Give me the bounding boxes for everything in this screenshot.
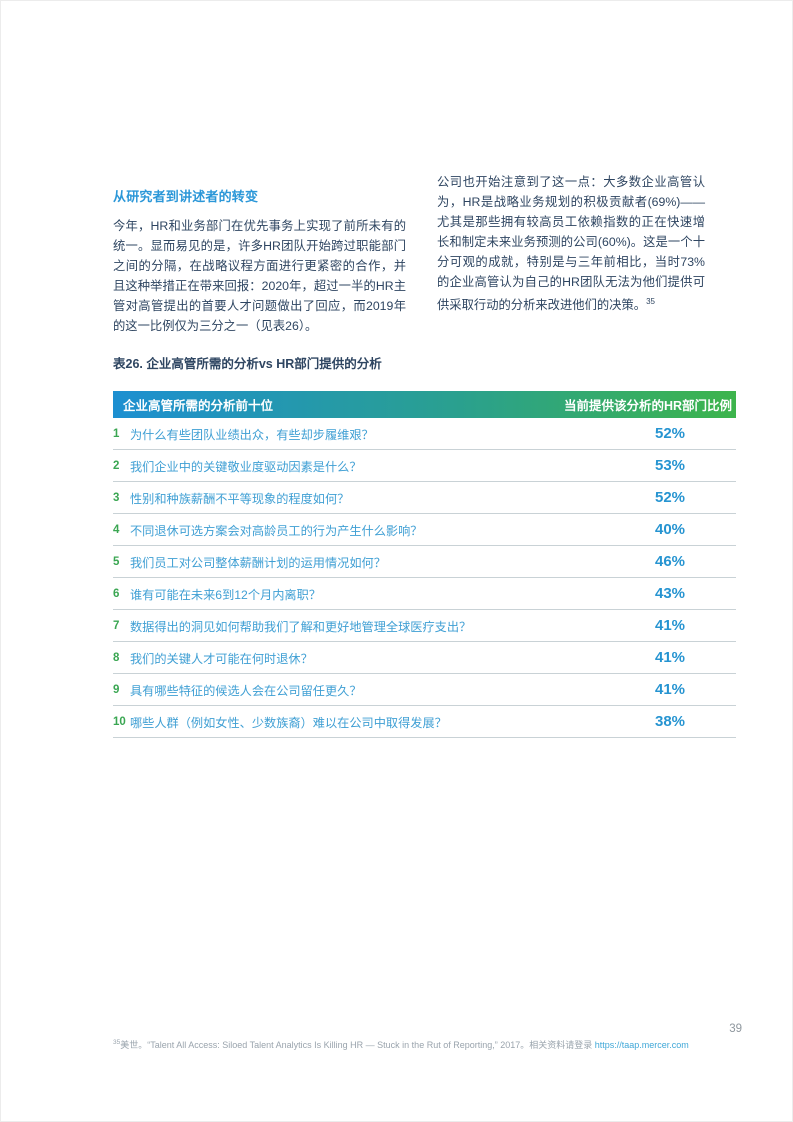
row-rank: 7 — [113, 619, 120, 632]
row-question: 我们的关键人才可能在何时退休？ — [130, 651, 313, 666]
row-percentage: 40% — [655, 521, 686, 538]
table-row: 5 我们员工对公司整体薪酬计划的运用情况如何？ 46% — [113, 546, 736, 578]
row-rank: 5 — [113, 555, 120, 568]
row-question: 性别和种族薪酬不平等现象的程度如何？ — [130, 491, 350, 506]
table-header-left: 企业高管所需的分析前十位 — [123, 399, 274, 413]
table-body: 1 为什么有些团队业绩出众，有些却步履维艰？ 52% 2 我们企业中的关键敬业度… — [113, 418, 736, 738]
table-row: 7 数据得出的洞见如何帮助我们了解和更好地管理全球医疗支出？ 41% — [113, 610, 736, 642]
table-row: 3 性别和种族薪酬不平等现象的程度如何？ 52% — [113, 482, 736, 514]
analytics-table: 企业高管所需的分析前十位 当前提供该分析的HR部门比例 1 为什么有些团队业绩出… — [113, 391, 736, 738]
row-percentage: 52% — [655, 425, 686, 442]
row-percentage: 52% — [655, 489, 686, 506]
row-question: 不同退休可选方案会对高龄员工的行为产生什么影响？ — [130, 523, 423, 538]
row-question: 具有哪些特征的候选人会在公司留任更久？ — [130, 683, 362, 698]
row-rank: 4 — [113, 523, 120, 536]
table-row: 4 不同退休可选方案会对高龄员工的行为产生什么影响？ 40% — [113, 514, 736, 546]
table-row: 9 具有哪些特征的候选人会在公司留任更久？ 41% — [113, 674, 736, 706]
footnote: 35美世。“Talent All Access: Siloed Talent A… — [113, 1037, 693, 1051]
row-percentage: 38% — [655, 713, 686, 730]
row-rank: 6 — [113, 587, 120, 600]
footnote-reference: 35 — [646, 297, 655, 306]
row-question: 哪些人群（例如女性、少数族裔）难以在公司中取得发展？ — [130, 715, 447, 730]
right-paragraph-text: 公司也开始注意到了这一点：大多数企业高管认为，HR是战略业务规划的积极贡献者(6… — [437, 175, 705, 313]
table-row: 2 我们企业中的关键敬业度驱动因素是什么？ 53% — [113, 450, 736, 482]
left-column: 从研究者到讲述者的转变 今年，HR和业务部门在优先事务上实现了前所未有的统一。显… — [113, 186, 406, 336]
page-number: 39 — [729, 1023, 742, 1035]
table-title: 表26. 企业高管所需的分析vs HR部门提供的分析 — [113, 357, 382, 371]
row-percentage: 41% — [655, 617, 686, 634]
footnote-number: 35 — [113, 1039, 121, 1046]
table-row: 10 哪些人群（例如女性、少数族裔）难以在公司中取得发展？ 38% — [113, 706, 736, 738]
row-rank: 9 — [113, 683, 120, 696]
right-paragraph: 公司也开始注意到了这一点：大多数企业高管认为，HR是战略业务规划的积极贡献者(6… — [437, 172, 705, 315]
table-header: 企业高管所需的分析前十位 当前提供该分析的HR部门比例 — [113, 391, 736, 418]
row-rank: 10 — [113, 715, 126, 728]
left-paragraph: 今年，HR和业务部门在优先事务上实现了前所未有的统一。显而易见的是，许多HR团队… — [113, 219, 406, 333]
table-row: 8 我们的关键人才可能在何时退休？ 41% — [113, 642, 736, 674]
row-question: 我们企业中的关键敬业度驱动因素是什么？ — [130, 459, 362, 474]
row-question: 数据得出的洞见如何帮助我们了解和更好地管理全球医疗支出？ — [130, 619, 472, 634]
table-row: 1 为什么有些团队业绩出众，有些却步履维艰？ 52% — [113, 418, 736, 450]
table-row: 6 谁有可能在未来6到12个月内离职？ 43% — [113, 578, 736, 610]
section-heading: 从研究者到讲述者的转变 — [113, 189, 259, 204]
row-percentage: 53% — [655, 457, 686, 474]
row-percentage: 41% — [655, 649, 686, 666]
row-rank: 1 — [113, 427, 120, 440]
row-rank: 3 — [113, 491, 120, 504]
row-percentage: 43% — [655, 585, 686, 602]
right-column: 公司也开始注意到了这一点：大多数企业高管认为，HR是战略业务规划的积极贡献者(6… — [437, 172, 705, 315]
row-question: 谁有可能在未来6到12个月内离职？ — [130, 587, 321, 602]
row-question: 为什么有些团队业绩出众，有些却步履维艰？ — [130, 427, 374, 442]
footnote-link[interactable]: https://taap.mercer.com — [594, 1040, 689, 1050]
row-rank: 2 — [113, 459, 120, 472]
table-header-right: 当前提供该分析的HR部门比例 — [563, 399, 732, 413]
row-rank: 8 — [113, 651, 120, 664]
row-percentage: 46% — [655, 553, 686, 570]
row-question: 我们员工对公司整体薪酬计划的运用情况如何？ — [130, 555, 386, 570]
footnote-text: 美世。“Talent All Access: Siloed Talent Ana… — [120, 1040, 595, 1050]
row-percentage: 41% — [655, 681, 686, 698]
